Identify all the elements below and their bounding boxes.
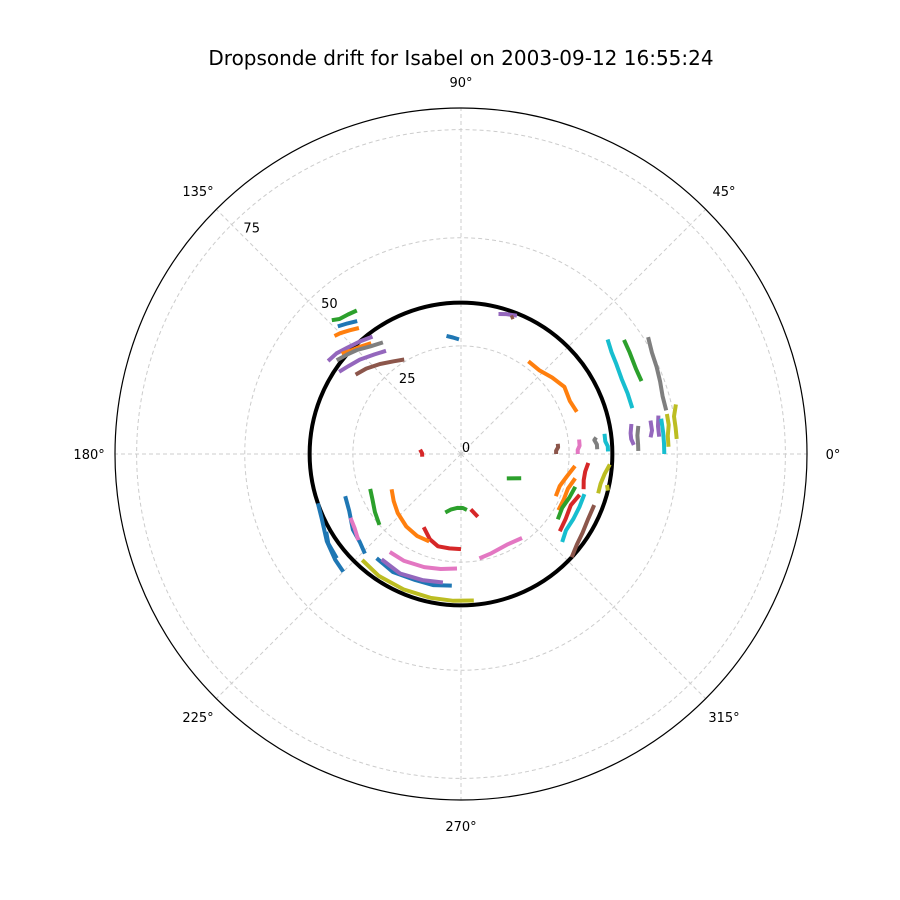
- drift-track-7: [354, 357, 405, 377]
- drift-track-24: [575, 439, 582, 455]
- angular-tick-label: 225°: [182, 711, 213, 726]
- angular-tick-label: 315°: [708, 711, 739, 726]
- drift-track-31: [555, 485, 578, 521]
- drift-track-35: [605, 484, 610, 491]
- radial-tick-label: 25: [399, 372, 416, 387]
- angular-gridline-7: [460, 453, 707, 700]
- drift-track-48: [348, 517, 361, 541]
- drift-track-28: [553, 464, 577, 497]
- drift-track-8: [446, 333, 460, 342]
- drift-track-43: [380, 557, 444, 585]
- angular-tick-label: 0°: [826, 448, 841, 463]
- drift-track-19: [664, 413, 671, 447]
- angular-gridline-3: [215, 208, 462, 455]
- angular-tick-label: 180°: [73, 448, 104, 463]
- drift-track-10: [509, 314, 515, 320]
- eye-circle: [307, 300, 615, 608]
- angular-tick-label: 270°: [445, 820, 476, 835]
- drift-track-41: [388, 550, 458, 571]
- drift-track-45: [368, 488, 382, 526]
- drift-track-23: [602, 433, 610, 452]
- drift-track-30: [556, 477, 577, 512]
- drift-track-18: [672, 404, 679, 440]
- drift-track-11: [527, 359, 579, 413]
- drift-track-38: [444, 505, 468, 515]
- drift-track-0: [331, 308, 358, 323]
- drift-track-39: [421, 526, 462, 552]
- drift-track-49: [324, 531, 339, 560]
- drift-track-5: [335, 340, 384, 363]
- drift-track-44: [389, 488, 431, 544]
- drift-track-17: [628, 423, 636, 446]
- angular-tick-label: 135°: [182, 185, 213, 200]
- drift-track-34: [557, 493, 582, 533]
- drift-track-42: [360, 558, 474, 603]
- drift-track-37: [469, 508, 480, 519]
- drift-track-26: [596, 463, 612, 494]
- angular-gridline-5: [215, 453, 462, 700]
- polar-grid: [114, 107, 808, 801]
- drift-track-15: [656, 415, 662, 437]
- drift-track-46: [343, 495, 367, 555]
- angular-gridline-1: [460, 208, 707, 455]
- chart-title: Dropsonde drift for Isabel on 2003-09-12…: [208, 46, 713, 70]
- radial-gridline-2: [244, 237, 678, 671]
- drift-track-33: [569, 504, 597, 558]
- drift-track-20: [659, 418, 667, 455]
- drift-track-25: [554, 443, 561, 454]
- drift-track-36: [478, 536, 523, 561]
- drift-track-14: [646, 336, 669, 411]
- drift-track-3: [326, 334, 374, 363]
- radial-tick-label: 75: [243, 222, 260, 237]
- tick-labels: 0° 45° 90° 135° 180° 225° 270° 315° 0 25 50 75: [73, 76, 840, 835]
- drift-track-50: [418, 448, 425, 457]
- drift-track-47: [315, 502, 345, 573]
- drift-track-32: [560, 493, 587, 543]
- angular-tick-label: 90°: [449, 76, 472, 91]
- drift-track-2: [333, 326, 360, 338]
- drift-track-16: [648, 420, 654, 438]
- drift-track-21: [635, 425, 641, 451]
- drift-track-22: [592, 436, 600, 450]
- radial-tick-label: 0: [462, 441, 470, 456]
- radial-tick-label: 50: [321, 297, 338, 312]
- drift-track-1: [337, 319, 358, 329]
- drift-track-9: [498, 312, 518, 318]
- drift-track-12: [605, 338, 635, 409]
- drift-track-13: [622, 339, 644, 382]
- drift-track-6: [338, 348, 387, 374]
- drift-tracks: [315, 308, 679, 603]
- angular-tick-label: 45°: [712, 185, 735, 200]
- polar-frame: [114, 107, 808, 801]
- drift-track-27: [581, 462, 591, 490]
